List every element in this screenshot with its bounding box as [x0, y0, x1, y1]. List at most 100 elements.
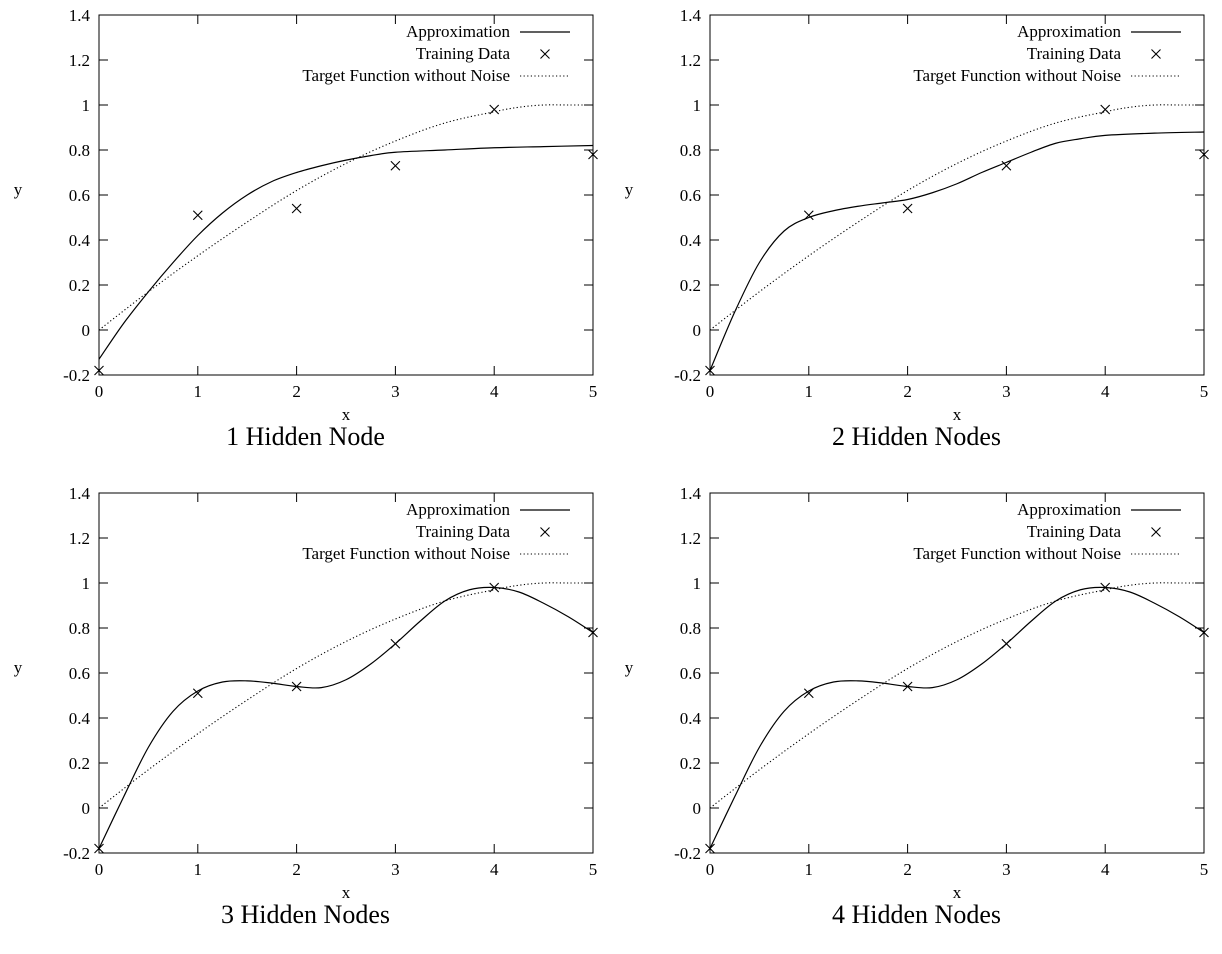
training-data-point [1100, 104, 1111, 115]
y-tick-label: -0.2 [63, 844, 90, 863]
training-data-point [291, 681, 302, 692]
x-axis-label: x [342, 405, 351, 420]
chart-panel-2: -0.2 0 0.2 0.4 0.6 0.8 1 1.2 1.4 0 1 2 3 4 5 x y Approxim… [611, 0, 1222, 476]
y-tick-label: 0.4 [680, 709, 702, 728]
y-tick-label: 1.4 [680, 484, 702, 503]
training-data-point [1001, 638, 1012, 649]
y-tick-label: 0.8 [680, 619, 701, 638]
chart-panel-4: -0.2 0 0.2 0.4 0.6 0.8 1 1.2 1.4 0 1 2 3 4 5 x y Approxim… [611, 478, 1222, 954]
y-tick-label: 0.6 [680, 664, 701, 683]
x-tick-label: 4 [1101, 860, 1110, 879]
chart-caption: 4 Hidden Nodes [832, 900, 1001, 929]
x-tick-label: 3 [1002, 382, 1011, 401]
training-data-point [1100, 582, 1111, 593]
y-tick-label: 1.4 [69, 484, 91, 503]
training-data-point [192, 210, 203, 221]
y-tick-label: 0.4 [69, 709, 91, 728]
chart-1-hidden-node: -0.2 0 0.2 0.4 0.6 0.8 1 1.2 1.4 0 1 2 3 4 5 x y Approxim… [14, 6, 598, 420]
target-function-line [99, 582, 593, 809]
x-tick-label: 1 [805, 860, 814, 879]
chart-2-hidden-nodes: -0.2 0 0.2 0.4 0.6 0.8 1 1.2 1.4 0 1 2 3 4 5 x y Approxim… [625, 6, 1209, 420]
legend-training-data-label: Training Data [1027, 522, 1122, 541]
training-data-point [705, 843, 715, 854]
legend-training-data-sample [1151, 49, 1161, 59]
chart-3-hidden-nodes: -0.2 0 0.2 0.4 0.6 0.8 1 1.2 1.4 0 1 2 3 4 5 x y Approxim… [14, 484, 598, 898]
y-tick-label: 0.6 [69, 186, 90, 205]
legend-approximation-label: Approximation [1017, 500, 1121, 519]
x-tick-label: 5 [1200, 382, 1209, 401]
y-tick-label: 1.2 [680, 51, 701, 70]
legend-training-data-sample [540, 49, 550, 59]
training-data-point [803, 210, 814, 221]
x-tick-label: 5 [1200, 860, 1209, 879]
x-axis-label: x [953, 883, 962, 898]
legend-training-data-label: Training Data [1027, 44, 1122, 63]
x-tick-label: 2 [903, 382, 912, 401]
training-data-point [902, 681, 913, 692]
y-tick-label: 0 [693, 799, 702, 818]
legend-target-function-label: Target Function without Noise [302, 66, 510, 85]
y-tick-label: 0.8 [680, 141, 701, 160]
y-axis-label: y [625, 658, 634, 677]
x-tick-label: 2 [292, 860, 301, 879]
approximation-line [99, 144, 593, 360]
training-data-point [291, 203, 302, 214]
y-tick-label: 1.2 [69, 51, 90, 70]
x-tick-label: 2 [292, 382, 301, 401]
legend-approximation-label: Approximation [406, 500, 510, 519]
chart-panel-1: -0.2 0 0.2 0.4 0.6 0.8 1 1.2 1.4 0 1 2 3 4 5 x y Approxim… [0, 0, 611, 476]
chart-4-hidden-nodes: -0.2 0 0.2 0.4 0.6 0.8 1 1.2 1.4 0 1 2 3 4 5 x y Approxim… [625, 484, 1209, 898]
training-data-point [192, 688, 203, 699]
x-tick-label: 4 [490, 860, 499, 879]
legend-target-function-label: Target Function without Noise [913, 66, 1121, 85]
y-tick-label: -0.2 [63, 366, 90, 385]
legend-target-function-label: Target Function without Noise [302, 544, 510, 563]
x-tick-label: 1 [194, 382, 203, 401]
x-tick-label: 0 [706, 382, 715, 401]
x-tick-label: 4 [490, 382, 499, 401]
training-data-point [94, 365, 104, 376]
target-function-line [710, 582, 1204, 809]
chart-caption: 3 Hidden Nodes [221, 900, 390, 929]
y-tick-label: 0.6 [69, 664, 90, 683]
x-tick-label: 0 [95, 382, 104, 401]
x-tick-label: 0 [95, 860, 104, 879]
y-tick-label: 1 [693, 96, 702, 115]
y-axis-label: y [14, 180, 23, 199]
y-tick-label: 0.2 [69, 276, 90, 295]
legend-approximation-label: Approximation [1017, 22, 1121, 41]
training-data-point [489, 104, 500, 115]
y-tick-label: 0.6 [680, 186, 701, 205]
training-data-point [705, 365, 715, 376]
x-tick-label: 1 [805, 382, 814, 401]
approximation-line [710, 131, 1204, 371]
training-data-point [803, 688, 814, 699]
legend-training-data-label: Training Data [416, 522, 511, 541]
training-data-point [588, 627, 598, 638]
y-tick-label: 1 [693, 574, 702, 593]
target-function-line [710, 104, 1204, 331]
y-tick-label: 1 [82, 574, 91, 593]
training-data-point [489, 582, 500, 593]
y-axis-label: y [14, 658, 23, 677]
legend-training-data-sample [540, 527, 550, 537]
y-tick-label: -0.2 [674, 844, 701, 863]
y-tick-label: 0 [82, 321, 91, 340]
y-tick-label: 0.2 [69, 754, 90, 773]
x-axis-label: x [342, 883, 351, 898]
y-tick-label: 0.2 [680, 276, 701, 295]
training-data-point [1001, 160, 1012, 171]
training-data-point [1199, 149, 1209, 160]
x-tick-label: 3 [1002, 860, 1011, 879]
x-tick-label: 5 [589, 860, 598, 879]
y-tick-label: 0.2 [680, 754, 701, 773]
training-data-point [588, 149, 598, 160]
y-tick-label: 0.8 [69, 141, 90, 160]
legend-training-data-label: Training Data [416, 44, 511, 63]
chart-panel-3: -0.2 0 0.2 0.4 0.6 0.8 1 1.2 1.4 0 1 2 3 4 5 x y Approxim… [0, 478, 611, 954]
training-data-point [390, 160, 401, 171]
approximation-line [99, 586, 593, 849]
x-tick-label: 5 [589, 382, 598, 401]
training-data-point [1199, 627, 1209, 638]
y-tick-label: 0.4 [69, 231, 91, 250]
